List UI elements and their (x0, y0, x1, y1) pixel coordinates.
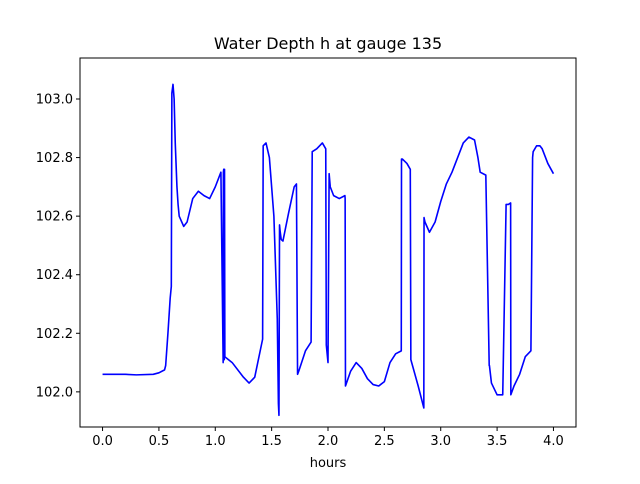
x-axis-label: hours (310, 456, 347, 471)
y-tick-label: 102.0 (36, 385, 73, 400)
x-tick-label: 2.0 (318, 434, 339, 449)
y-tick-label: 103.0 (36, 93, 73, 108)
data-layer (102, 83, 555, 417)
chart-title: Water Depth h at gauge 135 (214, 34, 442, 53)
y-tick-label: 102.6 (36, 210, 73, 225)
x-tick-label: 0.0 (92, 434, 113, 449)
y-tick-label: 102.2 (36, 327, 73, 342)
x-tick-label: 2.5 (374, 434, 395, 449)
x-tick-label: 1.0 (205, 434, 226, 449)
y-tick-label: 102.4 (36, 268, 73, 283)
x-tick-label: 3.0 (430, 434, 451, 449)
x-tick-label: 4.0 (543, 434, 564, 449)
axes-layer: 0.0 0.5 1.0 1.5 2.0 2.5 3.0 3.5 4.0 102.0 102.2 102… (36, 93, 564, 450)
y-tick-label: 102.8 (36, 151, 73, 166)
x-tick-label: 3.5 (487, 434, 508, 449)
x-tick-label: 0.5 (149, 434, 170, 449)
x-tick-label: 1.5 (261, 434, 282, 449)
plot-frame (79, 57, 577, 428)
series-line-0 (102, 83, 555, 417)
